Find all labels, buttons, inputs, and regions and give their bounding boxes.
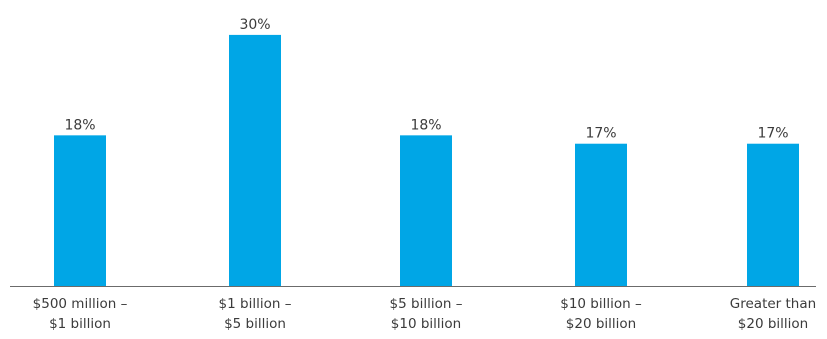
category-label-1-line-2: $1 billion xyxy=(49,316,111,332)
category-label-2-line-1: $1 billion – xyxy=(219,296,292,312)
category-label-4-line-2: $20 billion xyxy=(566,316,636,332)
bar-1 xyxy=(54,135,106,286)
category-label-2-line-2: $5 billion xyxy=(224,316,286,332)
bar-4 xyxy=(575,143,627,286)
value-label-2: 30% xyxy=(239,17,270,33)
value-label-1: 18% xyxy=(64,117,95,133)
category-label-5-line-2: $20 billion xyxy=(738,316,808,332)
value-label-5: 17% xyxy=(757,126,788,142)
bar-3 xyxy=(400,135,452,286)
category-label-3-line-1: $5 billion – xyxy=(390,296,463,312)
category-label-5-line-1: Greater than xyxy=(730,296,816,312)
category-label-4-line-1: $10 billion – xyxy=(560,296,642,312)
bar-2 xyxy=(229,34,281,287)
category-label-1-line-1: $500 million – xyxy=(33,296,128,312)
value-label-3: 18% xyxy=(410,117,441,133)
value-label-4: 17% xyxy=(585,126,616,142)
bar-5 xyxy=(747,143,799,286)
category-label-3-line-2: $10 billion xyxy=(391,316,461,332)
